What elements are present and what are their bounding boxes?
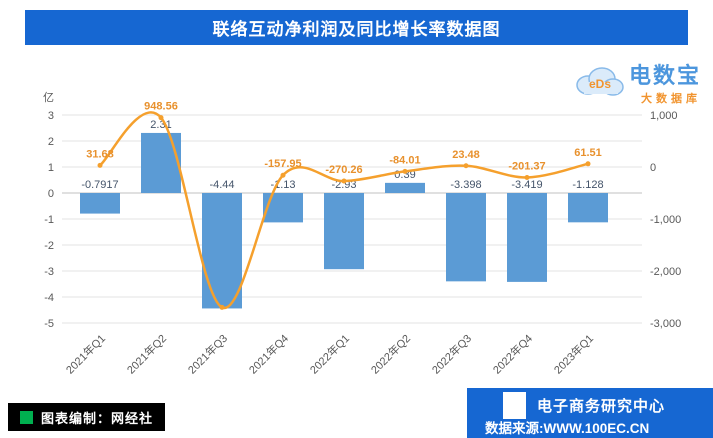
line-label: 61.51 — [574, 147, 602, 159]
bar-label: -4.44 — [209, 179, 234, 191]
line-point — [524, 174, 530, 180]
left-axis-tick-label: -5 — [44, 318, 54, 330]
bar-label: -1.13 — [270, 179, 295, 191]
chart-title-banner: 联络互动净利润及同比增长率数据图 — [25, 10, 688, 45]
line-point — [463, 163, 469, 169]
left-axis-tick-label: -4 — [44, 292, 54, 304]
line-point — [341, 178, 347, 184]
right-axis-tick-label: -3,000 — [650, 318, 681, 330]
line-label: -270.26 — [325, 164, 362, 176]
logo-text: 电数宝 大数据库 — [629, 58, 701, 106]
line-label: -201.37 — [508, 160, 545, 172]
bar — [202, 193, 242, 309]
left-axis-unit-label: 亿 — [43, 91, 54, 104]
bar — [80, 193, 120, 214]
left-axis-tick-label: 3 — [48, 110, 54, 122]
left-axis-tick-label: -3 — [44, 266, 54, 278]
left-axis-tick-label: -2 — [44, 240, 54, 252]
source-text: 数据来源:WWW.100EC.CN — [485, 421, 650, 436]
cloud-icon: eDs — [576, 67, 624, 96]
line-label: 31.68 — [86, 148, 114, 160]
line-point — [280, 172, 286, 178]
bar-label: -1.128 — [572, 179, 603, 191]
x-axis-label: 2022年Q3 — [429, 331, 474, 376]
x-axis-label: 2021年Q3 — [185, 331, 230, 376]
x-axis-label: 2022年Q2 — [368, 331, 413, 376]
line-point — [219, 304, 225, 310]
line-label: 948.56 — [144, 101, 178, 113]
left-axis-tick-label: 2 — [48, 136, 54, 148]
x-axis-label: 2022年Q1 — [307, 331, 352, 376]
x-axis-label: 2021年Q4 — [246, 331, 291, 376]
x-axis-label: 2021年Q1 — [63, 331, 108, 376]
bar — [507, 193, 547, 282]
left-axis-tick-label: 0 — [48, 188, 54, 200]
bar — [385, 182, 425, 193]
bar — [263, 193, 303, 223]
line-label: -157.95 — [264, 158, 301, 170]
bar — [141, 132, 181, 193]
line-point — [402, 168, 408, 174]
x-axis-label: 2022年Q4 — [490, 331, 535, 376]
bar-label: -0.7917 — [81, 179, 118, 191]
right-axis-tick-label: 1,000 — [650, 110, 678, 122]
right-axis-tick-label: -1,000 — [650, 214, 681, 226]
left-axis-tick-label: 1 — [48, 162, 54, 174]
right-axis-tick-label: -2,000 — [650, 266, 681, 278]
bar — [324, 193, 364, 270]
x-axis-label: 2023年Q1 — [551, 331, 596, 376]
bar-label: -3.419 — [511, 179, 542, 191]
cloud-text: eDs — [589, 77, 611, 91]
right-axis-tick-label: 0 — [650, 162, 656, 174]
logo-block — [503, 392, 526, 419]
left-axis-tick-label: -1 — [44, 214, 54, 226]
logo-name: 电数宝 — [628, 63, 701, 88]
credit-text: 图表编制：网经社 — [41, 410, 154, 426]
line-point — [158, 115, 164, 121]
line-point — [585, 161, 591, 167]
bar — [568, 193, 608, 223]
line-label: -84.01 — [389, 154, 420, 166]
logo-subtitle: 大数据库 — [641, 93, 701, 105]
source-badge: 电子商务研究中心 数据来源:WWW.100EC.CN — [467, 388, 713, 438]
combo-chart: 3 2 1 0 -1 -2 -3 -4 -5 亿 1,000 0 -1,000 -2,000 -3,000 -… — [43, 91, 681, 377]
line-label: 23.48 — [452, 149, 480, 161]
bar-label: -3.398 — [450, 179, 481, 191]
x-axis-label: 2021年Q2 — [124, 331, 169, 376]
org-name: 电子商务研究中心 — [537, 398, 666, 415]
line-point — [97, 162, 103, 168]
green-square-icon — [20, 410, 33, 424]
trend-line — [98, 111, 590, 309]
credit-badge: 图表编制：网经社 — [8, 403, 166, 431]
bar — [446, 193, 486, 282]
page-title: 联络互动净利润及同比增长率数据图 — [212, 20, 501, 39]
bar-label: -2.93 — [331, 179, 356, 191]
edb-watermark-logo: eDs 电数宝 大数据库 — [572, 58, 701, 106]
